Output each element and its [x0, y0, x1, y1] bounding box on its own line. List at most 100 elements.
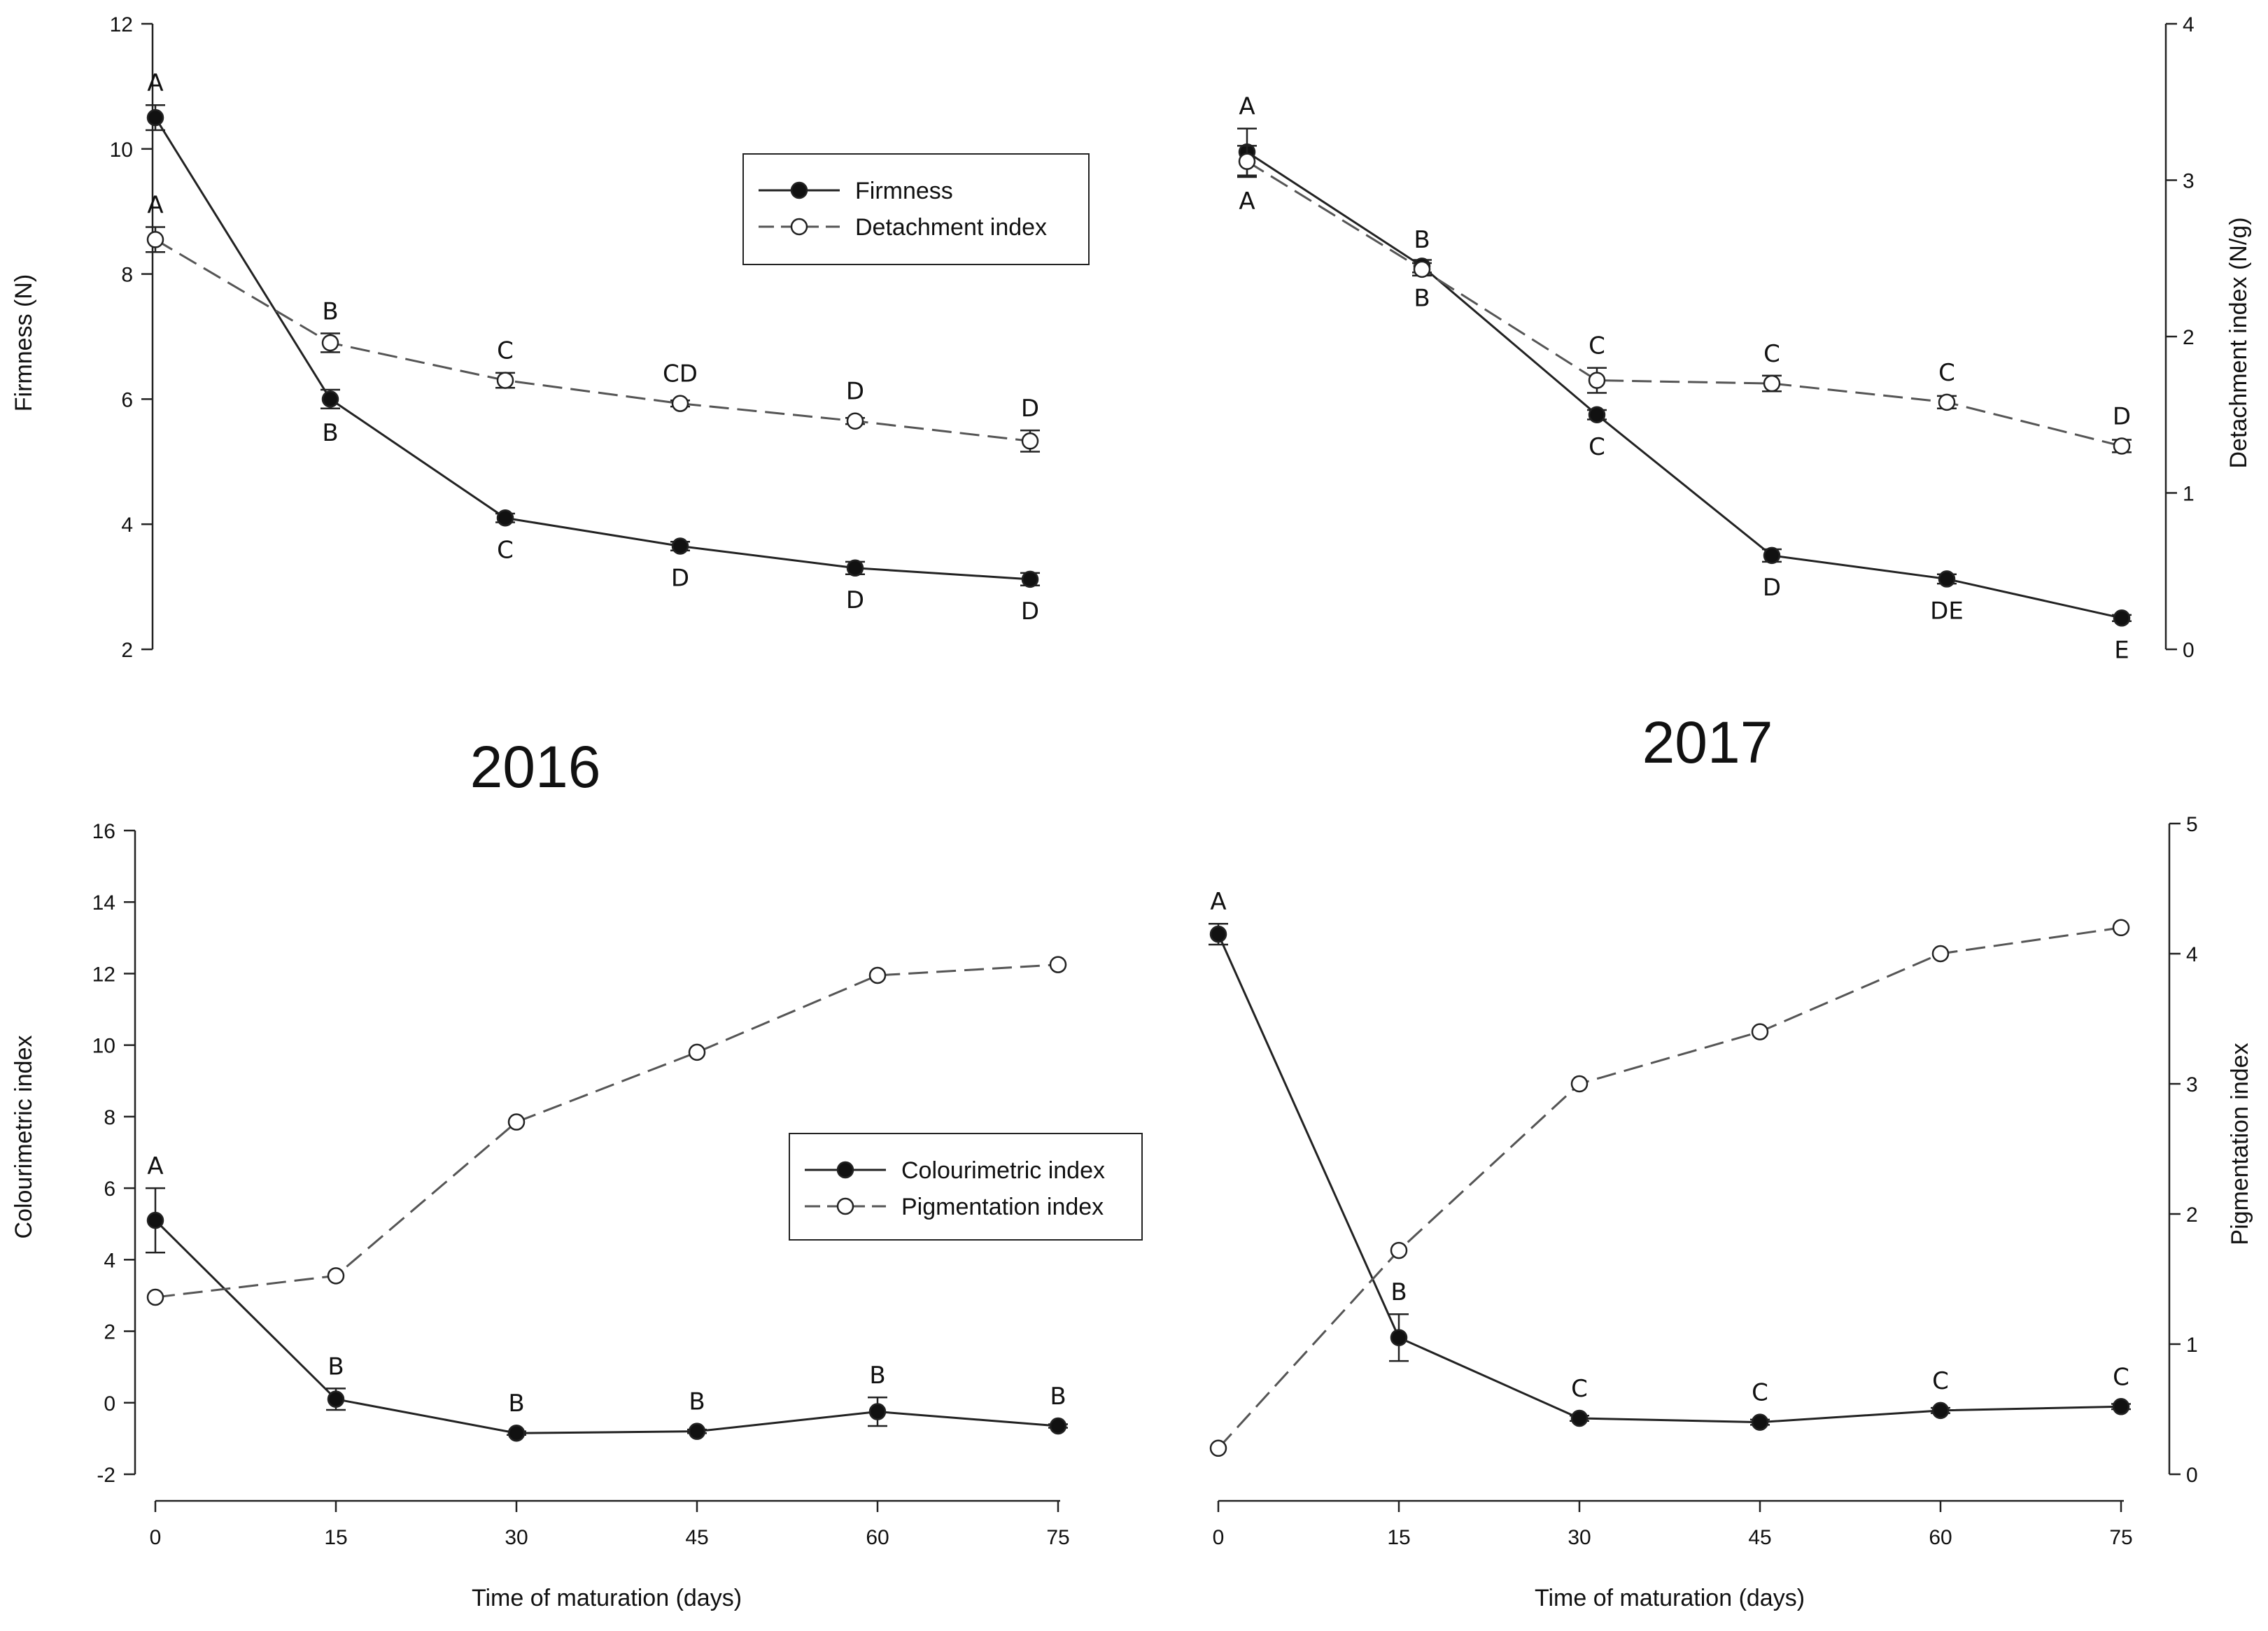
y-axis-label: Detachment index (N/g): [2225, 217, 2252, 468]
significance-letter: C: [497, 536, 514, 564]
significance-letter: A: [1239, 188, 1255, 216]
y-tick-label: 8: [121, 264, 133, 287]
x-tick-label: 45: [685, 1526, 708, 1549]
data-point: [1049, 956, 1067, 973]
legend-label: Colourimetric index: [901, 1157, 1105, 1184]
data-point: [688, 1043, 706, 1061]
y-tick-label: 0: [104, 1392, 115, 1415]
y-tick-label: 16: [92, 820, 115, 843]
data-point: [846, 412, 864, 430]
y-tick-label: 10: [92, 1035, 115, 1058]
y-tick-label: 4: [2183, 13, 2195, 36]
data-point: [671, 537, 689, 555]
data-point: [1588, 406, 1606, 423]
data-point: [1570, 1409, 1589, 1427]
data-point: [146, 1211, 164, 1229]
series-colourimetric-index: A B C C C C: [1209, 888, 2131, 1431]
y-tick-label: 0: [2183, 639, 2195, 662]
y-tick-label: 3: [2186, 1073, 2198, 1096]
significance-letter: B: [689, 1388, 705, 1416]
x-tick-label: 15: [324, 1526, 347, 1549]
series-line: [155, 239, 1031, 442]
data-point: [1413, 260, 1431, 278]
series-line: [1246, 151, 2122, 619]
significance-letter: B: [322, 419, 338, 447]
legend-label: Detachment index: [855, 214, 1047, 241]
series-pigmentation-index: [146, 956, 1067, 1306]
y-tick-label: 5: [2186, 813, 2198, 836]
significance-letter: C: [1571, 1375, 1588, 1403]
significance-letter: A: [147, 192, 163, 220]
y-tick-label: 4: [121, 514, 133, 537]
y-tick-label: -2: [97, 1464, 115, 1487]
significance-letter: CD: [663, 360, 698, 388]
y-tick-label: 2: [2183, 326, 2195, 349]
y-tick-label: 4: [2186, 943, 2198, 966]
data-point: [1021, 432, 1039, 450]
x-axis-label: Time of maturation (days): [472, 1585, 742, 1611]
significance-letter: B: [508, 1390, 524, 1418]
data-point: [1570, 1075, 1589, 1093]
significance-letter: A: [147, 1152, 163, 1180]
panel-p2016_bottom: -2 0 2 4 6 8 10 12 14 16 Colourimetric index 0 15 30 4…: [10, 820, 1143, 1611]
y-tick-label: 0: [2186, 1464, 2198, 1487]
legend-box: [742, 153, 1090, 265]
data-point: [507, 1424, 526, 1442]
year-title-2016: 2016: [470, 734, 601, 800]
legend: Colourimetric index Pigmentation index: [789, 1133, 1143, 1241]
x-tick-label: 30: [505, 1526, 528, 1549]
data-point: [868, 966, 887, 984]
significance-letter: D: [1021, 598, 1039, 626]
data-point: [2112, 1398, 2130, 1415]
data-point: [327, 1390, 345, 1408]
significance-letter: D: [671, 564, 689, 592]
significance-letter: B: [327, 1353, 344, 1381]
legend: Firmness Detachment index: [742, 153, 1090, 265]
data-point: [1021, 570, 1039, 588]
data-point: [2113, 437, 2131, 455]
significance-letter: D: [1021, 395, 1039, 423]
series-line: [1217, 933, 2122, 1424]
data-point: [1209, 1439, 1227, 1457]
x-tick-label: 60: [866, 1526, 889, 1549]
data-point: [688, 1422, 706, 1440]
significance-letter: B: [322, 298, 338, 326]
y-tick-label: 14: [92, 891, 115, 915]
data-point: [1209, 925, 1227, 943]
data-point: [868, 1403, 887, 1420]
data-point: [1588, 372, 1606, 389]
y-tick-label: 2: [104, 1321, 115, 1344]
legend-marker: [790, 218, 808, 236]
data-point: [496, 509, 514, 527]
series-detachment-index: A B C CD D D: [146, 192, 1040, 453]
significance-letter: DE: [1930, 597, 1964, 625]
series-line: [1246, 160, 2122, 447]
series-line: [154, 117, 1031, 581]
data-point: [327, 1267, 345, 1285]
y-tick-label: 6: [121, 388, 133, 411]
series-colourimetric-index: A B B B B B: [146, 1152, 1068, 1442]
y-axis-label: Pigmentation index: [2227, 1043, 2253, 1245]
significance-letter: C: [1763, 340, 1780, 368]
data-point: [1238, 153, 1256, 170]
y-tick-label: 2: [2186, 1203, 2198, 1227]
y-tick-label: 1: [2186, 1334, 2198, 1357]
significance-letter: C: [497, 337, 514, 365]
series-firmness: A B C D DE E: [1237, 93, 2132, 664]
x-tick-label: 15: [1387, 1526, 1410, 1549]
significance-letter: D: [1763, 574, 1781, 602]
y-axis-label: Firmness (N): [10, 274, 37, 411]
data-point: [321, 334, 339, 352]
significance-letter: A: [1239, 93, 1255, 121]
significance-letter: B: [1414, 226, 1430, 254]
data-point: [1751, 1413, 1769, 1431]
significance-letter: B: [1050, 1383, 1066, 1411]
data-point: [1763, 374, 1781, 393]
legend-label: Firmness: [855, 178, 953, 204]
series-pigmentation-index: [1209, 919, 2130, 1457]
x-tick-label: 45: [1748, 1526, 1771, 1549]
significance-letter: C: [2113, 1363, 2129, 1391]
data-point: [496, 372, 514, 389]
